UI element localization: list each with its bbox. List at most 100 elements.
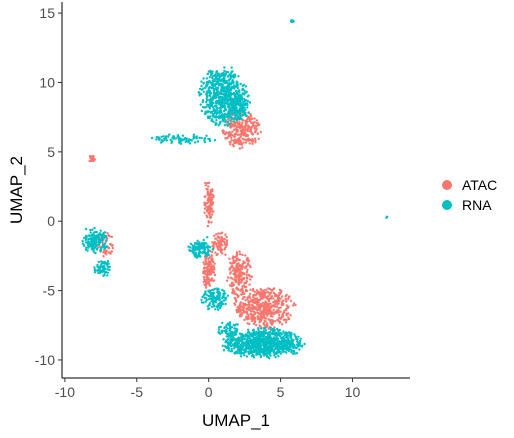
point-rna: [210, 118, 214, 122]
point-atac: [277, 317, 281, 320]
point-atac: [204, 195, 207, 198]
point-atac: [237, 288, 240, 291]
point-rna: [209, 71, 212, 74]
point-rna: [209, 295, 213, 298]
point-rna: [284, 347, 288, 350]
point-rna: [217, 294, 220, 298]
point-rna: [238, 91, 241, 94]
point-atac: [237, 138, 240, 141]
point-atac: [261, 301, 264, 304]
point-rna: [95, 237, 98, 241]
point-rna: [232, 336, 235, 339]
point-rna: [155, 138, 158, 141]
point-rna: [261, 351, 264, 354]
point-rna: [253, 350, 257, 353]
point-rna: [99, 247, 103, 250]
point-atac: [275, 305, 278, 308]
point-rna: [240, 352, 243, 355]
point-atac: [259, 313, 262, 316]
point-atac: [250, 313, 254, 317]
point-rna: [294, 334, 297, 338]
point-atac: [285, 293, 288, 297]
point-atac: [213, 262, 216, 265]
point-rna: [272, 336, 276, 339]
point-atac: [273, 326, 276, 329]
point-atac: [250, 275, 253, 278]
point-rna: [236, 349, 239, 353]
point-rna: [103, 247, 106, 250]
legend-label-atac: ATAC: [462, 177, 497, 193]
point-atac: [255, 119, 259, 122]
point-rna: [275, 331, 278, 334]
point-atac: [249, 278, 252, 281]
point-atac: [211, 258, 214, 261]
point-atac: [251, 142, 254, 145]
point-atac: [249, 299, 253, 302]
point-rna: [223, 69, 226, 73]
point-atac: [207, 276, 210, 280]
point-atac: [243, 272, 246, 276]
point-atac: [207, 193, 210, 197]
point-atac: [213, 240, 216, 244]
point-rna: [230, 70, 233, 73]
point-rna: [234, 338, 237, 341]
point-atac: [228, 284, 232, 287]
point-rna: [237, 339, 241, 342]
point-atac: [208, 279, 211, 283]
point-atac: [235, 128, 238, 131]
point-rna: [224, 108, 227, 112]
point-rna: [222, 76, 225, 80]
point-atac: [242, 141, 245, 144]
point-rna: [207, 88, 210, 91]
point-rna: [247, 341, 250, 344]
point-rna: [96, 265, 99, 268]
point-rna: [170, 140, 174, 143]
point-rna: [102, 245, 106, 248]
point-atac: [271, 312, 274, 315]
point-atac: [241, 308, 244, 311]
x-tick-label: -5: [131, 384, 144, 400]
point-rna: [244, 350, 248, 353]
point-atac: [211, 270, 215, 274]
point-atac: [250, 117, 254, 120]
point-atac: [241, 266, 244, 269]
point-rna: [212, 114, 215, 117]
point-rna: [233, 333, 236, 337]
point-atac: [235, 266, 238, 270]
point-atac: [218, 248, 222, 252]
point-atac: [232, 128, 236, 131]
point-atac: [240, 314, 243, 317]
point-atac: [263, 304, 266, 308]
point-rna: [208, 79, 211, 83]
point-rna: [233, 352, 237, 355]
point-atac: [268, 293, 271, 296]
point-atac: [270, 321, 273, 325]
point-rna: [223, 114, 226, 117]
point-atac: [238, 123, 241, 126]
point-rna: [225, 346, 229, 350]
point-rna: [237, 100, 240, 104]
point-rna: [189, 242, 193, 245]
point-atac: [266, 312, 270, 316]
point-rna: [222, 294, 225, 297]
point-rna: [298, 339, 302, 342]
point-atac: [277, 297, 280, 300]
point-rna: [201, 99, 205, 102]
point-atac: [266, 303, 270, 306]
point-atac: [253, 301, 256, 304]
point-atac: [252, 295, 255, 299]
point-rna: [203, 106, 206, 109]
point-rna: [263, 346, 266, 349]
point-atac: [232, 288, 235, 291]
point-rna: [263, 338, 266, 341]
point-rna: [246, 95, 249, 98]
point-atac: [261, 312, 264, 315]
x-tick-label: 0: [205, 384, 213, 400]
point-rna: [91, 237, 95, 240]
point-rna: [221, 302, 225, 306]
point-rna: [230, 66, 233, 69]
point-rna: [239, 110, 242, 113]
point-rna: [203, 112, 207, 116]
point-rna: [216, 111, 219, 115]
point-rna: [227, 78, 231, 82]
